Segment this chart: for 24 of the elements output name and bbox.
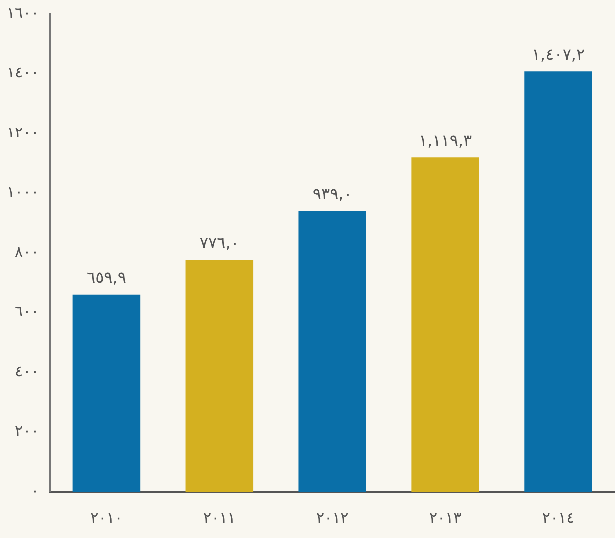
y-tick-label: ١٢٠٠	[6, 123, 40, 142]
y-tick-label: ٦٠٠	[15, 302, 40, 321]
y-tick-label: ١٤٠٠	[6, 64, 40, 82]
bar	[72, 294, 141, 492]
bar	[298, 211, 366, 492]
y-tick-label: ٠	[31, 482, 40, 500]
data-label: ٩٣٩,٠	[312, 184, 352, 204]
x-tick-label: ٢٠١١	[204, 508, 236, 527]
bar	[524, 72, 592, 492]
bar	[186, 260, 254, 492]
data-label: ١,١١٩,٣	[419, 130, 473, 150]
x-tick-label: ٢٠١٤	[542, 508, 575, 527]
x-tick-label: ٢٠١٣	[429, 508, 462, 527]
y-tick-label: ٤٠٠	[15, 362, 40, 380]
x-tick-label: ٢٠١٠	[90, 508, 123, 527]
data-label: ٧٧٦,٠	[200, 233, 240, 252]
y-tick-label: ١٠٠٠	[6, 183, 40, 202]
bar	[412, 158, 480, 492]
y-tick-label: ٨٠٠	[15, 242, 40, 261]
data-label: ٦٥٩,٩	[86, 268, 126, 288]
y-tick-label: ١٦٠٠	[6, 4, 40, 22]
x-tick-label: ٢٠١٢	[316, 508, 349, 527]
data-label: ١,٤٠٧,٢	[532, 44, 586, 64]
y-tick-label: ٢٠٠	[15, 422, 40, 440]
